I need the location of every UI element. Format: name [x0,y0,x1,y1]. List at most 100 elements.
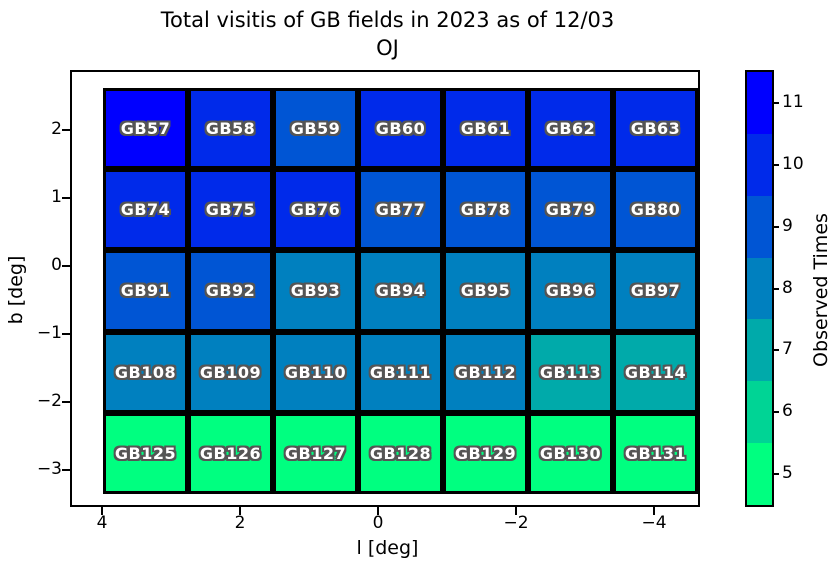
colorbar-segment-9 [747,195,772,259]
field-label: GB94 [375,281,426,301]
colorbar-tick-mark [774,349,779,352]
heatmap-cell-gb131: GB131 [613,412,698,494]
field-label: GB95 [460,281,511,301]
heatmap-cell-gb92: GB92 [188,250,273,332]
field-label: GB114 [624,362,687,382]
field-label: GB59 [290,119,341,139]
field-label: GB112 [454,362,517,382]
colorbar-tick-mark [774,287,779,290]
field-label: GB79 [545,200,596,220]
field-label: GB77 [375,200,426,220]
field-label: GB78 [460,200,511,220]
field-label: GB127 [284,443,347,463]
y-tick-label: −1 [36,323,62,343]
heatmap-cell-gb111: GB111 [358,331,443,413]
heatmap-cell-gb95: GB95 [443,250,528,332]
y-tick-label: −2 [36,391,62,411]
heatmap-cell-gb129: GB129 [443,412,528,494]
colorbar-segment-5 [747,443,772,506]
colorbar-tick-label: 11 [782,91,804,112]
field-label: GB109 [199,362,262,382]
heatmap-cell-gb113: GB113 [528,331,613,413]
colorbar-tick-label: 6 [782,401,793,422]
colorbar-tick-label: 10 [782,153,804,174]
field-label: GB111 [369,362,432,382]
x-tick-label: 2 [234,513,246,533]
heatmap-cell-gb76: GB76 [273,169,358,251]
colorbar-segment-8 [747,257,772,320]
field-label: GB62 [545,119,596,139]
colorbar [745,70,774,507]
colorbar-tick-label: 9 [782,215,793,236]
field-label: GB60 [375,119,426,139]
y-tick-mark [62,129,70,131]
heatmap-cell-gb62: GB62 [528,88,613,170]
chart-title-line1: Total visitis of GB fields in 2023 as of… [160,8,615,32]
field-label: GB110 [284,362,347,382]
y-tick-mark [62,469,70,471]
field-label: GB96 [545,281,596,301]
field-label: GB126 [199,443,262,463]
x-tick-mark [239,507,241,515]
colorbar-tick-mark [774,225,779,228]
field-label: GB76 [290,200,341,220]
x-tick-label: 0 [372,513,384,533]
field-label: GB125 [114,443,177,463]
colorbar-tick-label: 5 [782,463,793,484]
heatmap-cell-gb125: GB125 [103,412,188,494]
heatmap-cell-gb126: GB126 [188,412,273,494]
heatmap-cell-gb96: GB96 [528,250,613,332]
heatmap-cell-gb128: GB128 [358,412,443,494]
heatmap-cell-gb109: GB109 [188,331,273,413]
chart-title-line2: OJ [376,36,399,60]
x-tick-mark [101,507,103,515]
heatmap-cell-gb94: GB94 [358,250,443,332]
field-label: GB63 [630,119,681,139]
field-label: GB75 [205,200,256,220]
colorbar-segment-10 [747,133,772,197]
field-label: GB58 [205,119,256,139]
y-axis-label: b [deg] [5,255,27,325]
x-tick-mark [515,507,517,515]
heatmap-cell-gb93: GB93 [273,250,358,332]
y-tick-mark [62,333,70,335]
heatmap-cell-gb80: GB80 [613,169,698,251]
field-label: GB93 [290,281,341,301]
field-label: GB131 [624,443,687,463]
colorbar-tick-mark [774,163,779,166]
x-tick-label: 4 [96,513,108,533]
heatmap-cell-gb58: GB58 [188,88,273,170]
field-label: GB91 [120,281,171,301]
x-tick-label: −2 [503,513,529,533]
colorbar-segment-11 [747,72,772,135]
y-tick-mark [62,401,70,403]
colorbar-label: Observed Times [810,213,832,367]
heatmap-cell-gb61: GB61 [443,88,528,170]
field-label: GB92 [205,281,256,301]
colorbar-tick-label: 8 [782,277,793,298]
heatmap-cell-gb75: GB75 [188,169,273,251]
colorbar-tick-label: 7 [782,339,793,360]
field-label: GB113 [539,362,602,382]
heatmap-cell-gb114: GB114 [613,331,698,413]
field-label: GB80 [630,200,681,220]
x-axis-label: l [deg] [356,537,419,559]
heatmap-cell-gb91: GB91 [103,250,188,332]
heatmap-cell-gb110: GB110 [273,331,358,413]
x-tick-label: −4 [641,513,667,533]
heatmap-cell-gb112: GB112 [443,331,528,413]
y-tick-label: 2 [51,119,62,139]
heatmap-cell-gb78: GB78 [443,169,528,251]
heatmap-cell-gb108: GB108 [103,331,188,413]
heatmap-cell-gb57: GB57 [103,88,188,170]
heatmap-cell-gb130: GB130 [528,412,613,494]
field-label: GB61 [460,119,511,139]
colorbar-tick-mark [774,473,779,476]
heatmap-grid: GB57 GB58 GB59 GB60 GB61 GB62 GB63 GB74 GB75 GB76… [103,88,698,494]
heatmap-cell-gb97: GB97 [613,250,698,332]
y-tick-label: 0 [51,255,62,275]
y-tick-label: −3 [36,459,62,479]
y-tick-mark [62,265,70,267]
colorbar-tick-mark [774,101,779,104]
